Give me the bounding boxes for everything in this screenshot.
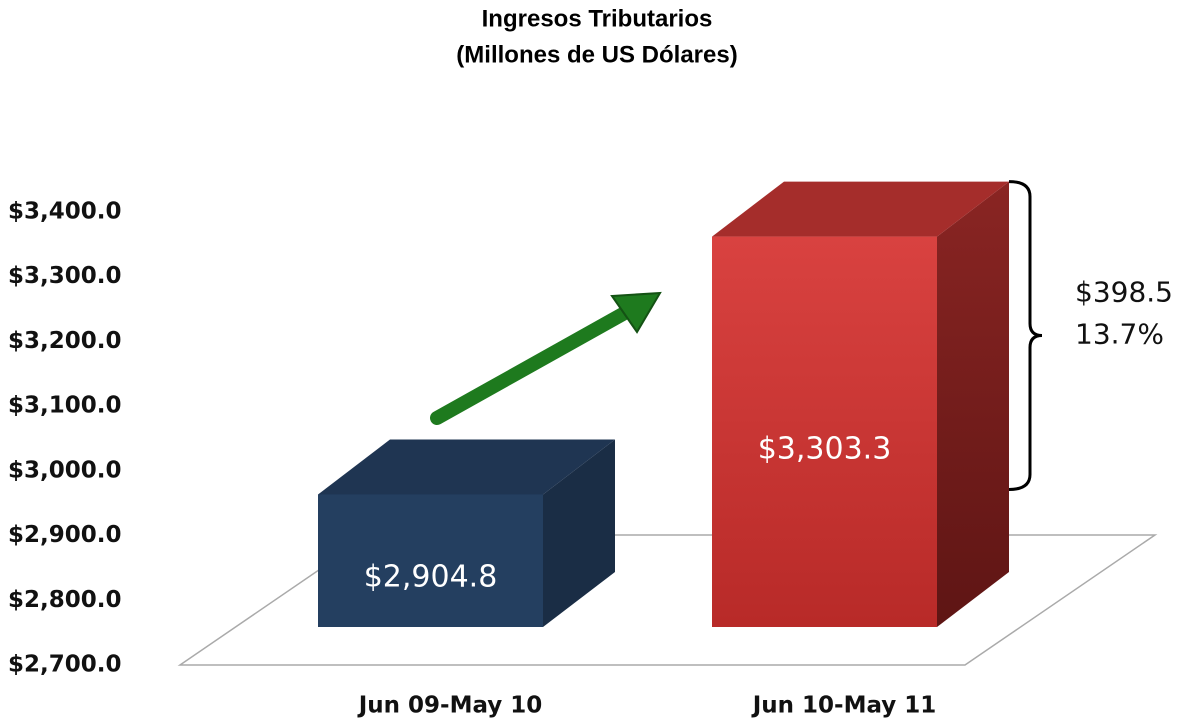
y-tick-label: $3,000.0 (8, 457, 122, 483)
bar-side (937, 181, 1009, 627)
bar (712, 236, 937, 627)
y-tick-label: $2,800.0 (8, 587, 122, 613)
y-tick-label: $3,300.0 (8, 263, 122, 289)
y-tick-label: $3,400.0 (8, 199, 122, 225)
value-label: $3,303.3 (758, 432, 892, 467)
y-tick-label: $2,700.0 (8, 652, 122, 678)
bracket (1008, 180, 1043, 491)
y-tick-label: $2,900.0 (8, 522, 122, 548)
bar-top (712, 181, 1009, 237)
annotation: 13.7% (1075, 318, 1164, 351)
bar (318, 494, 543, 627)
x-tick-label: Jun 09-May 10 (357, 693, 543, 719)
x-tick-label: Jun 10-May 11 (751, 693, 937, 719)
y-tick-label: $3,100.0 (8, 393, 122, 419)
annotation: $398.5 (1075, 276, 1173, 309)
value-label: $2,904.8 (364, 560, 498, 595)
y-tick-label: $3,200.0 (8, 328, 122, 354)
bars (318, 181, 1009, 627)
chart-subtitle: (Millones de US Dólares) (456, 41, 737, 68)
chart-title: Ingresos Tributarios (482, 5, 713, 32)
growth-arrow (430, 291, 662, 425)
bar-top (318, 439, 615, 495)
bar-side (543, 439, 615, 627)
